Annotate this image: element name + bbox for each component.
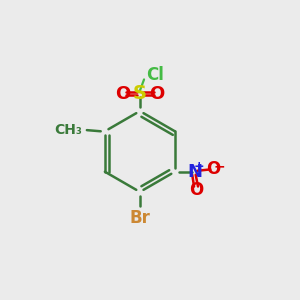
Text: S: S: [133, 84, 147, 103]
Text: O: O: [115, 85, 130, 103]
Text: O: O: [150, 85, 165, 103]
Text: O: O: [189, 181, 203, 199]
Text: Br: Br: [130, 209, 150, 227]
Text: −: −: [213, 159, 225, 173]
Text: N: N: [187, 163, 202, 181]
Text: +: +: [194, 160, 204, 173]
Text: O: O: [206, 160, 220, 178]
Text: CH₃: CH₃: [54, 123, 82, 137]
Text: Cl: Cl: [146, 66, 164, 84]
